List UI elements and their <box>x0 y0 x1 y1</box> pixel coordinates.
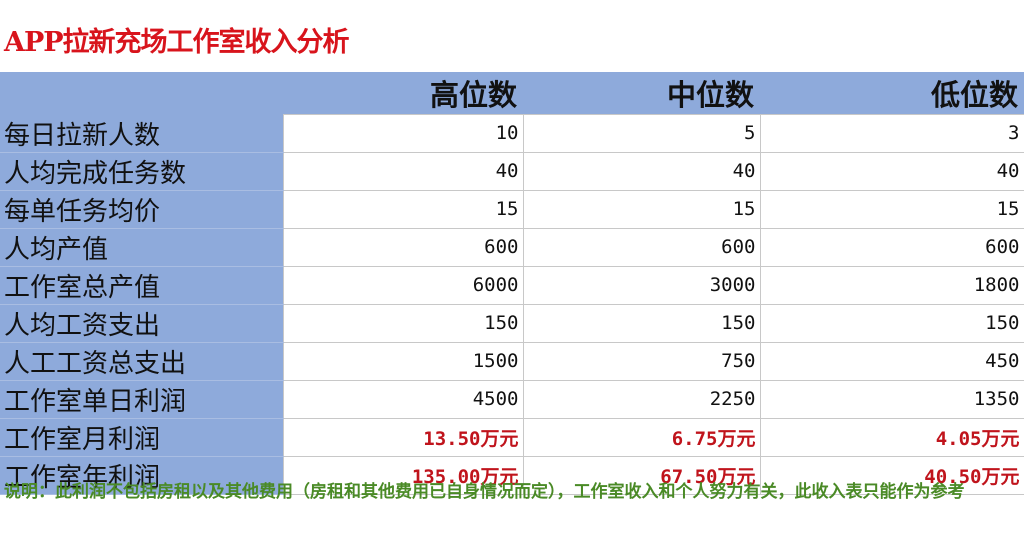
table-cell[interactable]: 750 <box>522 341 761 381</box>
table-row: 人均产值 600 600 600 <box>0 227 1024 267</box>
table-cell[interactable]: 6000 <box>282 265 524 305</box>
row-label[interactable]: 人均完成任务数 <box>0 152 283 191</box>
row-label[interactable]: 工作室单日利润 <box>0 380 283 419</box>
table-cell[interactable]: 13.50万元 <box>282 417 524 457</box>
table-cell[interactable]: 40.50万元 <box>759 455 1024 495</box>
column-header-low[interactable]: 低位数 <box>760 72 1024 115</box>
column-header-high[interactable]: 高位数 <box>283 72 523 115</box>
table-cell[interactable]: 40 <box>522 151 761 191</box>
table-cell[interactable]: 67.50万元 <box>522 455 761 495</box>
sheet-title: APP拉新充场工作室收入分析 <box>4 27 350 58</box>
row-label[interactable]: 每日拉新人数 <box>0 114 283 153</box>
table-row: 工作室总产值 6000 3000 1800 <box>0 265 1024 305</box>
row-label[interactable]: 工作室年利润 <box>0 456 283 495</box>
table-row: 工作室月利润 13.50万元 6.75万元 4.05万元 <box>0 417 1024 457</box>
table-cell[interactable]: 4500 <box>282 379 524 419</box>
table-cell[interactable]: 600 <box>282 227 524 267</box>
table-cell[interactable]: 3 <box>759 114 1024 153</box>
table-cell[interactable]: 450 <box>759 341 1024 381</box>
table-cell[interactable]: 5 <box>522 114 761 153</box>
row-label[interactable]: 人均工资支出 <box>0 304 283 343</box>
table-cell[interactable]: 40 <box>759 151 1024 191</box>
table-cell[interactable]: 15 <box>759 189 1024 229</box>
table-cell[interactable]: 1350 <box>759 379 1024 419</box>
note-text: 说明：此利润不包括房租以及其他费用（房租和其他费用已自身情况而定），工作室收入和… <box>4 482 965 502</box>
table-row: 人工工资总支出 1500 750 450 <box>0 341 1024 381</box>
income-table: 高位数 中位数 低位数 每日拉新人数 10 5 3 人均完成任务数 40 40 40 每单任务均… <box>0 72 1024 495</box>
table-cell[interactable]: 10 <box>282 114 524 153</box>
table-row: 每日拉新人数 10 5 3 <box>0 114 1024 153</box>
table-row: 工作室单日利润 4500 2250 1350 <box>0 379 1024 419</box>
table-row: 工作室年利润 135.00万元 67.50万元 40.50万元 <box>0 455 1024 495</box>
column-header-mid[interactable]: 中位数 <box>523 72 760 115</box>
table-cell[interactable]: 135.00万元 <box>282 455 524 495</box>
table-cell[interactable]: 2250 <box>522 379 761 419</box>
table-row: 每单任务均价 15 15 15 <box>0 189 1024 229</box>
header-row: 高位数 中位数 低位数 <box>0 72 1024 115</box>
table-cell[interactable]: 3000 <box>522 265 761 305</box>
table-cell[interactable]: 150 <box>522 303 761 343</box>
table-cell[interactable]: 6.75万元 <box>522 417 761 457</box>
row-label[interactable]: 工作室总产值 <box>0 266 283 305</box>
table-cell[interactable]: 600 <box>522 227 761 267</box>
row-label[interactable]: 工作室月利润 <box>0 418 283 457</box>
table-cell[interactable]: 1500 <box>282 341 524 381</box>
table-cell[interactable]: 15 <box>522 189 761 229</box>
table-cell[interactable]: 150 <box>759 303 1024 343</box>
header-corner <box>0 72 283 115</box>
row-label[interactable]: 人工工资总支出 <box>0 342 283 381</box>
table-row: 人均完成任务数 40 40 40 <box>0 151 1024 191</box>
table-cell[interactable]: 1800 <box>759 265 1024 305</box>
row-label[interactable]: 每单任务均价 <box>0 190 283 229</box>
table-cell[interactable]: 4.05万元 <box>759 417 1024 457</box>
table-cell[interactable]: 600 <box>759 227 1024 267</box>
row-label[interactable]: 人均产值 <box>0 228 283 267</box>
table-cell[interactable]: 150 <box>282 303 524 343</box>
table-cell[interactable]: 40 <box>282 151 524 191</box>
table-cell[interactable]: 15 <box>282 189 524 229</box>
table-row: 人均工资支出 150 150 150 <box>0 303 1024 343</box>
